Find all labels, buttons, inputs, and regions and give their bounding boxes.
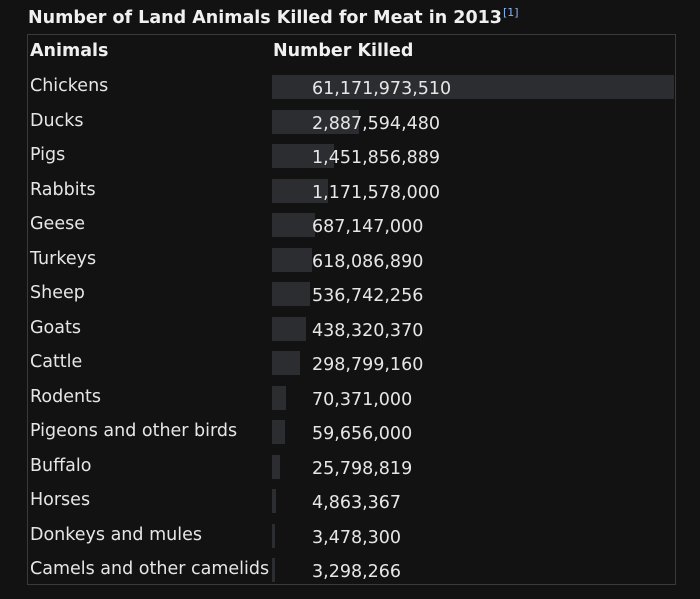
row-label: Rabbits bbox=[30, 179, 96, 200]
bar-rabbits bbox=[272, 178, 328, 203]
row-label: Ducks bbox=[30, 110, 84, 131]
row-label: Horses bbox=[30, 490, 91, 510]
bar-horses bbox=[272, 489, 276, 513]
row-value: 3,478,300 bbox=[312, 527, 402, 548]
bar-goats bbox=[272, 316, 306, 341]
row-value: 1,171,578,000 bbox=[312, 182, 441, 203]
row-label: Camels and other camelids bbox=[30, 559, 270, 579]
table-caption: Number of Land Animals Killed for Meat i… bbox=[28, 6, 519, 28]
bar-geese bbox=[272, 213, 315, 237]
bar-buffalo bbox=[272, 454, 280, 479]
row-label: Pigs bbox=[30, 145, 66, 165]
row-value: 70,371,000 bbox=[312, 389, 413, 410]
row-value: 59,656,000 bbox=[312, 424, 413, 444]
row-label: Cattle bbox=[30, 352, 83, 372]
bar-pigs bbox=[272, 144, 334, 168]
row-label: Chickens bbox=[30, 76, 109, 96]
row-value: 618,086,890 bbox=[312, 251, 424, 272]
bar-camels-and-other-camelids bbox=[272, 558, 275, 582]
caption-title: Number of Land Animals Killed for Meat i… bbox=[28, 7, 502, 28]
column-header-number-killed: Number Killed bbox=[273, 41, 414, 61]
bar-ducks bbox=[272, 109, 359, 134]
row-label: Goats bbox=[30, 317, 81, 338]
row-value: 298,799,160 bbox=[312, 355, 424, 375]
bar-sheep bbox=[272, 282, 310, 306]
row-label: Buffalo bbox=[30, 455, 92, 476]
row-value: 3,298,266 bbox=[312, 562, 402, 582]
row-value: 4,863,367 bbox=[312, 493, 402, 513]
row-value: 61,171,973,510 bbox=[312, 79, 452, 99]
bar-donkeys-and-mules bbox=[272, 523, 275, 548]
bar-turkeys bbox=[272, 247, 312, 272]
row-value: 687,147,000 bbox=[312, 217, 424, 237]
row-label: Donkeys and mules bbox=[30, 524, 202, 545]
row-label: Rodents bbox=[30, 386, 102, 407]
reference-link[interactable]: [1] bbox=[503, 6, 519, 19]
bar-chickens bbox=[272, 75, 674, 99]
row-label: Geese bbox=[30, 214, 85, 234]
row-value: 438,320,370 bbox=[312, 320, 424, 341]
column-header-animals: Animals bbox=[30, 41, 109, 61]
row-label: Sheep bbox=[30, 283, 85, 303]
row-label: Turkeys bbox=[30, 248, 97, 269]
row-value: 536,742,256 bbox=[312, 286, 424, 306]
row-label: Pigeons and other birds bbox=[30, 421, 238, 441]
bar-pigeons-and-other-birds bbox=[272, 420, 285, 444]
row-value: 2,887,594,480 bbox=[312, 113, 441, 134]
data-table bbox=[27, 34, 676, 585]
row-value: 1,451,856,889 bbox=[312, 148, 441, 168]
bar-rodents bbox=[272, 385, 286, 410]
row-value: 25,798,819 bbox=[312, 458, 413, 479]
bar-cattle bbox=[272, 351, 300, 375]
